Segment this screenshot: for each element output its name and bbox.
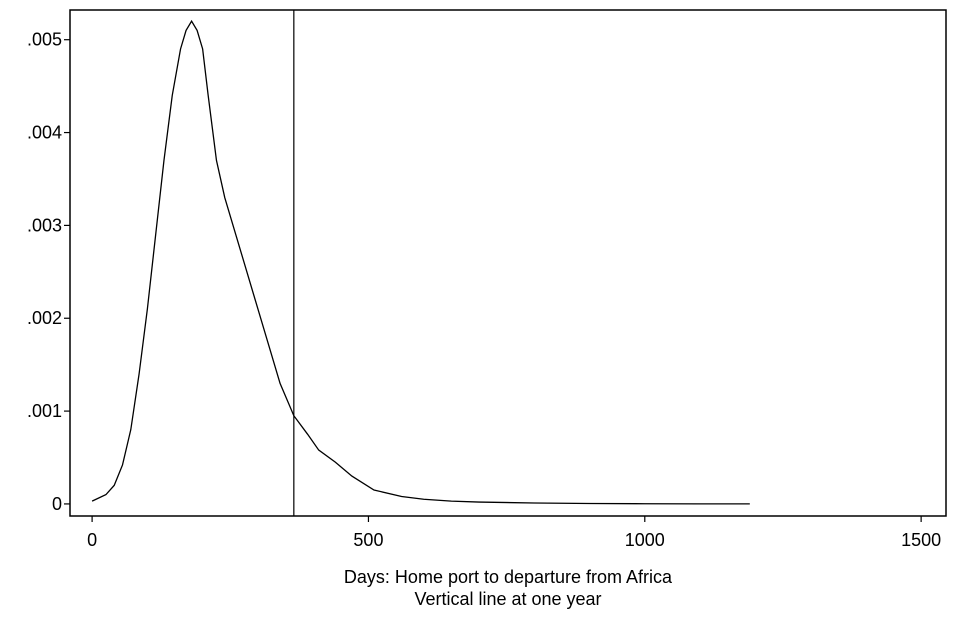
x-tick-label: 500 xyxy=(353,530,383,550)
y-tick-label: .003 xyxy=(27,215,62,235)
y-axis: 0 .001 .002 .003 .004 .005 xyxy=(27,30,70,514)
x-axis-label: Days: Home port to departure from Africa xyxy=(344,567,673,587)
x-tick-label: 0 xyxy=(87,530,97,550)
x-tick-label: 1000 xyxy=(625,530,665,550)
plot-frame xyxy=(69,9,947,517)
y-tick-label: 0 xyxy=(52,494,62,514)
x-tick-label: 1500 xyxy=(901,530,941,550)
y-tick-label: .002 xyxy=(27,308,62,328)
y-tick-label: .004 xyxy=(27,123,62,143)
density-series-line xyxy=(91,19,750,505)
x-axis-note: Vertical line at one year xyxy=(414,589,601,609)
y-tick-label: .005 xyxy=(27,30,62,50)
y-tick-label: .001 xyxy=(27,401,62,421)
x-axis: 0 500 1000 1500 xyxy=(87,516,941,550)
